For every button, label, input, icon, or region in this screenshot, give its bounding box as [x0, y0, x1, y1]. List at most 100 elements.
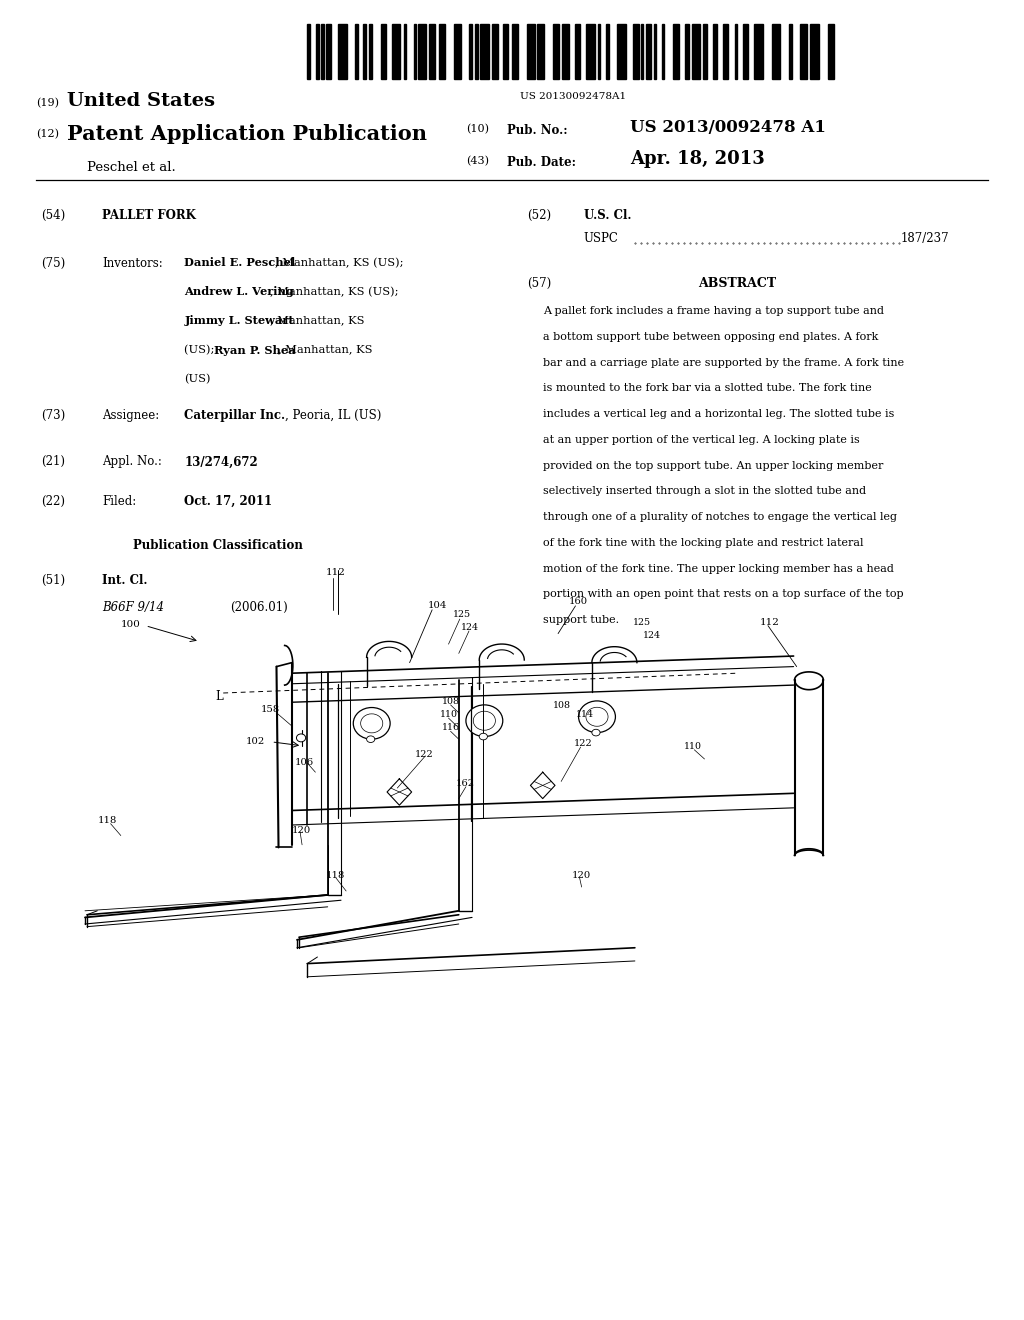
Text: A pallet fork includes a frame having a top support tube and: A pallet fork includes a frame having a …: [543, 306, 884, 317]
Ellipse shape: [592, 729, 600, 737]
Bar: [685, 24, 689, 79]
Text: 118: 118: [326, 871, 345, 880]
Bar: [586, 24, 595, 79]
Text: 124: 124: [643, 631, 662, 640]
Text: (10): (10): [466, 124, 488, 135]
Text: Publication Classification: Publication Classification: [133, 539, 303, 552]
Bar: [735, 24, 737, 79]
Text: (52): (52): [527, 209, 552, 222]
Text: 104: 104: [428, 601, 447, 610]
Text: (57): (57): [527, 277, 552, 290]
Text: motion of the fork tine. The upper locking member has a head: motion of the fork tine. The upper locki…: [543, 564, 894, 574]
Text: L: L: [215, 690, 223, 704]
Text: Oct. 17, 2011: Oct. 17, 2011: [184, 495, 272, 508]
Text: U.S. Cl.: U.S. Cl.: [584, 209, 631, 222]
Bar: [480, 24, 488, 79]
Text: , Peoria, IL (US): , Peoria, IL (US): [285, 409, 381, 422]
Text: Andrew L. Vering: Andrew L. Vering: [184, 286, 294, 297]
Text: (43): (43): [466, 156, 488, 166]
Bar: [633, 24, 639, 79]
Bar: [469, 24, 472, 79]
Ellipse shape: [353, 708, 390, 739]
Bar: [653, 24, 656, 79]
Text: PALLET FORK: PALLET FORK: [102, 209, 197, 222]
Text: , Manhattan, KS (US);: , Manhattan, KS (US);: [269, 286, 398, 297]
Bar: [439, 24, 445, 79]
Bar: [354, 24, 357, 79]
Text: at an upper portion of the vertical leg. A locking plate is: at an upper portion of the vertical leg.…: [543, 436, 859, 445]
Text: US 2013/0092478 A1: US 2013/0092478 A1: [630, 119, 825, 136]
Text: Daniel E. Peschel: Daniel E. Peschel: [184, 257, 296, 268]
Bar: [404, 24, 407, 79]
Bar: [512, 24, 518, 79]
Bar: [492, 24, 498, 79]
Text: provided on the top support tube. An upper locking member: provided on the top support tube. An upp…: [543, 461, 883, 471]
Text: 116: 116: [442, 723, 461, 733]
Bar: [743, 24, 748, 79]
Text: Ryan P. Shea: Ryan P. Shea: [214, 345, 296, 355]
Text: (19): (19): [36, 98, 58, 108]
Text: 100: 100: [121, 620, 140, 630]
Text: 108: 108: [442, 697, 461, 706]
Bar: [370, 24, 372, 79]
Text: Filed:: Filed:: [102, 495, 136, 508]
Bar: [392, 24, 399, 79]
Text: 124: 124: [461, 623, 479, 632]
Bar: [646, 24, 651, 79]
Text: selectively inserted through a slot in the slotted tube and: selectively inserted through a slot in t…: [543, 487, 866, 496]
Text: 158: 158: [261, 705, 281, 714]
Text: Patent Application Publication: Patent Application Publication: [67, 124, 427, 144]
Text: (73): (73): [41, 409, 66, 422]
Bar: [673, 24, 679, 79]
Text: Caterpillar Inc.: Caterpillar Inc.: [184, 409, 286, 422]
Bar: [800, 24, 807, 79]
Text: (US): (US): [184, 374, 211, 384]
Text: (12): (12): [36, 129, 58, 140]
Bar: [616, 24, 626, 79]
Bar: [322, 24, 325, 79]
Text: 110: 110: [440, 710, 459, 719]
Text: a bottom support tube between opposing end plates. A fork: a bottom support tube between opposing e…: [543, 333, 879, 342]
Text: (2006.01): (2006.01): [230, 601, 288, 614]
Bar: [771, 24, 780, 79]
Bar: [429, 24, 434, 79]
Bar: [316, 24, 319, 79]
Bar: [537, 24, 544, 79]
Text: 106: 106: [295, 758, 314, 767]
Text: , Manhattan, KS: , Manhattan, KS: [278, 345, 372, 355]
Text: support tube.: support tube.: [543, 615, 618, 626]
Text: (US);: (US);: [184, 345, 218, 355]
Text: 112: 112: [326, 568, 345, 577]
Text: 108: 108: [553, 701, 571, 710]
Text: USPC: USPC: [584, 232, 618, 246]
Bar: [327, 24, 331, 79]
Text: B66F 9/14: B66F 9/14: [102, 601, 165, 614]
Bar: [562, 24, 569, 79]
Text: 118: 118: [97, 816, 117, 825]
Text: (75): (75): [41, 257, 66, 271]
Bar: [702, 24, 708, 79]
Ellipse shape: [579, 701, 615, 733]
Text: 102: 102: [246, 737, 265, 746]
Text: , Manhattan, KS (US);: , Manhattan, KS (US);: [274, 257, 403, 268]
Bar: [527, 24, 535, 79]
Text: Peschel et al.: Peschel et al.: [87, 161, 176, 174]
Bar: [810, 24, 819, 79]
Ellipse shape: [466, 705, 503, 737]
Text: portion with an open point that rests on a top surface of the top: portion with an open point that rests on…: [543, 589, 903, 599]
Ellipse shape: [297, 734, 305, 742]
Text: 110: 110: [684, 742, 702, 751]
Bar: [662, 24, 665, 79]
Text: of the fork tine with the locking plate and restrict lateral: of the fork tine with the locking plate …: [543, 539, 863, 548]
Text: 162: 162: [456, 779, 475, 788]
Text: through one of a plurality of notches to engage the vertical leg: through one of a plurality of notches to…: [543, 512, 897, 523]
Text: 125: 125: [633, 618, 651, 627]
Text: 125: 125: [453, 610, 471, 619]
Bar: [414, 24, 416, 79]
Text: 120: 120: [292, 826, 311, 836]
Bar: [454, 24, 461, 79]
Text: , Manhattan, KS: , Manhattan, KS: [269, 315, 364, 326]
Bar: [827, 24, 834, 79]
Text: United States: United States: [67, 92, 215, 111]
Bar: [307, 24, 310, 79]
